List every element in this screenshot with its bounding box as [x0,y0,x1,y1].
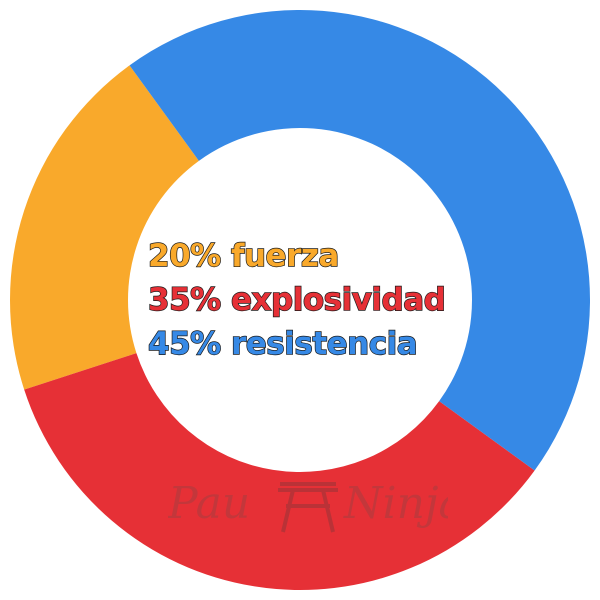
donut-slice-explosividad [24,353,535,591]
donut-slice-fuerza [10,65,199,390]
watermark-left-text: Pau [168,478,250,529]
donut-slice-resistencia [129,10,590,471]
watermark-logo: Pau Ninja [168,478,448,533]
watermark-right-text: Ninja [343,478,448,529]
torii-gate-icon [278,482,338,533]
donut-slices [10,10,590,591]
chart-legend: 20% fuerza 35% explosividad 45% resisten… [147,234,478,366]
label-fuerza: 20% fuerza [147,237,340,274]
label-explosividad: 35% explosividad [147,281,446,318]
label-resistencia: 45% resistencia [147,325,418,362]
